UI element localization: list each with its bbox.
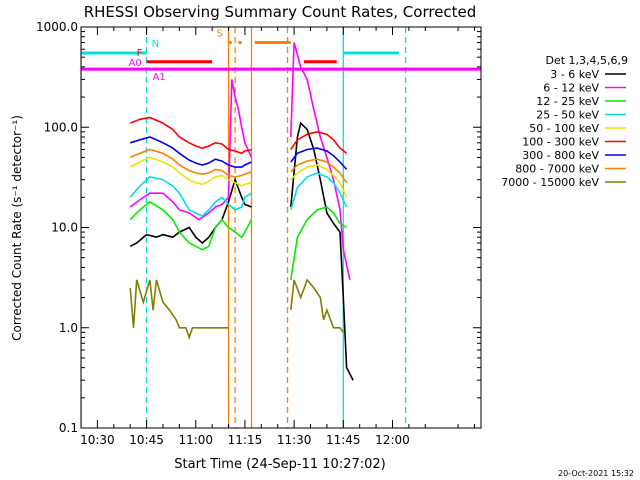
- series-3-6-kev-segment-0: [129, 177, 252, 248]
- x-tick-label: 11:30: [277, 433, 312, 447]
- x-tick-label: 11:45: [326, 433, 361, 447]
- series-100-300-kev-segment-0: [129, 116, 252, 155]
- series-12-25-kev-segment-0: [129, 200, 253, 251]
- x-tick-label: 11:00: [178, 433, 213, 447]
- legend-label-6-12-kev: 6 - 12 keV: [543, 82, 599, 95]
- series-300-800-kev-segment-1: [290, 147, 348, 170]
- y-axis-label: Corrected Count Rate (s⁻¹ detector⁻¹): [10, 115, 24, 341]
- y-tick-label: 1000.0: [36, 20, 78, 34]
- series-100-300-kev-segment-1: [290, 130, 348, 154]
- legend-title: Det 1,3,4,5,6,9: [545, 54, 628, 67]
- series-50-100-kev-segment-1: [290, 164, 348, 198]
- series-3-6-kev-segment-1: [290, 121, 354, 381]
- series-6-12-kev-segment-1: [290, 42, 351, 281]
- series-7000-15000-kev-segment-1: [290, 278, 344, 333]
- series-6-12-kev-segment-0: [129, 79, 253, 221]
- legend-label-25-50-kev: 25 - 50 keV: [536, 109, 599, 122]
- y-tick-label: 1.0: [59, 321, 78, 335]
- legend-label-12-25-kev: 12 - 25 keV: [536, 95, 599, 108]
- series-50-100-kev-segment-0: [129, 156, 252, 187]
- x-tick-label: 12:00: [375, 433, 410, 447]
- x-axis-label: Start Time (24-Sep-11 10:27:02): [174, 457, 385, 472]
- flag-label-a1: A1: [153, 72, 166, 83]
- legend-label-3-6-kev: 3 - 6 keV: [550, 68, 599, 81]
- series-7000-15000-kev-segment-0: [129, 279, 229, 340]
- series-800-7000-kev-segment-1: [290, 158, 348, 184]
- legend-label-300-800-kev: 300 - 800 keV: [522, 149, 599, 162]
- chart-title: RHESSI Observing Summary Count Rates, Co…: [84, 3, 477, 21]
- y-tick-label: 0.1: [59, 421, 78, 435]
- x-tick-label: 10:30: [80, 433, 115, 447]
- legend-label-100-300-kev: 100 - 300 keV: [522, 136, 599, 149]
- footer-date: 20-Oct-2021 15:32: [558, 469, 634, 478]
- plot-frame: [80, 26, 482, 429]
- series-12-25-kev-segment-1: [290, 206, 348, 281]
- flag-label-a0: A0: [129, 58, 142, 69]
- y-tick-label: 10.0: [51, 221, 78, 235]
- series-800-7000-kev-segment-0: [129, 148, 252, 178]
- legend-label-50-100-kev: 50 - 100 keV: [529, 122, 599, 135]
- flag-label-n: N: [152, 39, 159, 50]
- series-25-50-kev-segment-0: [129, 176, 252, 218]
- x-tick-label: 11:15: [228, 433, 263, 447]
- flag-label-f: F: [137, 48, 143, 59]
- legend-label-7000-15000-kev: 7000 - 15000 keV: [501, 176, 599, 189]
- series-25-50-kev-segment-1: [290, 172, 348, 211]
- series-300-800-kev-segment-0: [129, 136, 252, 168]
- legend-label-800-7000-kev: 800 - 7000 keV: [515, 163, 599, 176]
- x-tick-label: 10:45: [129, 433, 164, 447]
- flag-label-s: S: [217, 29, 223, 40]
- y-tick-label: 100.0: [44, 120, 78, 134]
